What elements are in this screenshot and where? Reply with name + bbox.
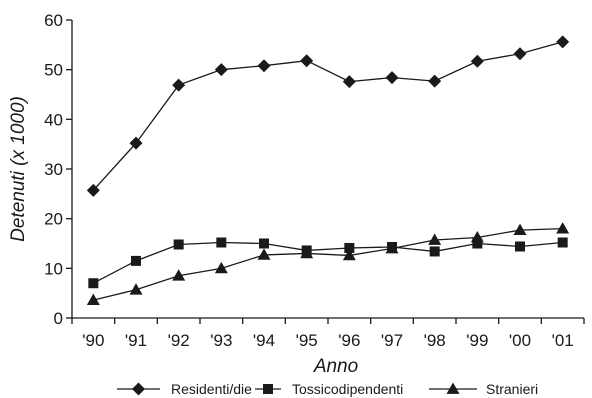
data-point <box>515 241 525 252</box>
data-point <box>428 233 442 245</box>
series-line <box>93 227 563 301</box>
legend-marker <box>446 382 460 394</box>
data-point <box>470 54 484 68</box>
data-point <box>300 54 314 68</box>
data-point <box>513 47 527 61</box>
y-tick-label: 20 <box>44 210 63 229</box>
legend: Residenti/die Tossicodipendenti Stranieri <box>117 381 538 397</box>
y-axis-ticks: 0 10 20 30 40 50 60 <box>44 11 72 328</box>
data-point <box>172 269 186 281</box>
data-point <box>131 255 141 266</box>
data-point <box>257 248 271 260</box>
y-tick-label: 30 <box>44 160 63 179</box>
data-point <box>385 71 399 85</box>
y-tick-label: 40 <box>44 110 63 129</box>
x-axis-label: Anno <box>313 356 358 377</box>
x-tick-label: '90 <box>82 331 104 350</box>
data-point <box>342 75 356 89</box>
legend-label: Tossicodipendenti <box>292 381 403 397</box>
data-point <box>257 59 271 73</box>
data-point <box>172 78 186 92</box>
data-point <box>557 237 568 248</box>
y-tick-label: 50 <box>44 61 63 80</box>
x-tick-label: '93 <box>210 331 232 350</box>
data-point <box>214 261 228 274</box>
x-tick-label: '98 <box>424 331 446 350</box>
data-point <box>88 278 99 289</box>
x-axis-ticks: '90 '91 '92 '93 '94 '95 '96 '97 '98 '99 '00 '01 <box>71 318 585 350</box>
y-tick-label: 60 <box>44 11 63 30</box>
y-tick-label: 0 <box>54 309 63 328</box>
data-point <box>429 246 440 257</box>
legend-marker <box>263 384 273 394</box>
data-point <box>556 35 570 49</box>
data-point <box>342 248 356 261</box>
y-tick-label: 10 <box>44 259 63 278</box>
data-point <box>428 74 442 88</box>
data-point <box>216 237 227 248</box>
chart-axes <box>71 20 584 319</box>
data-point <box>129 283 143 295</box>
data-point <box>472 238 483 249</box>
data-point <box>86 183 100 197</box>
x-tick-label: '97 <box>381 331 403 350</box>
x-tick-label: '92 <box>168 331 190 350</box>
x-tick-label: '96 <box>338 331 360 350</box>
x-tick-label: '01 <box>552 331 574 350</box>
legend-marker <box>132 382 145 396</box>
x-tick-label: '95 <box>296 331 318 350</box>
data-point <box>385 241 399 254</box>
x-tick-label: '99 <box>466 331 488 350</box>
data-point <box>86 293 100 305</box>
legend-item: Tossicodipendenti <box>255 381 403 397</box>
legend-item: Residenti/die <box>117 381 252 397</box>
legend-label: Residenti/die <box>171 381 252 397</box>
x-tick-label: '00 <box>509 331 531 350</box>
data-point <box>513 223 527 235</box>
data-point <box>214 63 228 77</box>
data-point <box>470 231 484 243</box>
series-tossicodipendenti <box>88 237 568 289</box>
legend-label: Stranieri <box>486 381 538 397</box>
x-tick-label: '91 <box>125 331 147 350</box>
data-point <box>556 222 570 234</box>
data-point <box>259 238 269 249</box>
x-tick-label: '94 <box>253 331 275 350</box>
series-line <box>93 241 563 284</box>
data-point <box>300 246 314 259</box>
series-layer <box>86 35 570 305</box>
legend-item: Stranieri <box>429 381 538 397</box>
data-point <box>129 136 143 150</box>
series-residenti-die <box>86 35 570 197</box>
y-axis-label: Detenuti (x 1000) <box>8 96 29 242</box>
series-line <box>92 41 563 191</box>
data-point <box>344 242 355 253</box>
series-stranieri <box>86 222 570 305</box>
data-point <box>173 239 184 250</box>
